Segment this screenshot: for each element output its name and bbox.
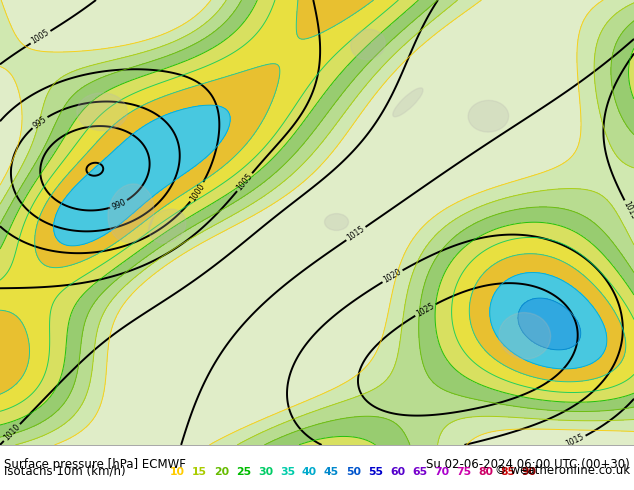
Text: 30: 30 — [258, 467, 273, 477]
Text: 1020: 1020 — [382, 268, 403, 285]
Text: 45: 45 — [324, 467, 339, 477]
Text: 40: 40 — [302, 467, 317, 477]
Text: 15: 15 — [192, 467, 207, 477]
Text: 1015: 1015 — [565, 433, 586, 449]
Text: 1015: 1015 — [346, 224, 366, 243]
Text: 55: 55 — [368, 467, 383, 477]
Ellipse shape — [149, 209, 186, 243]
Ellipse shape — [77, 93, 127, 131]
Text: 60: 60 — [390, 467, 405, 477]
Text: Surface pressure [hPa] ECMWF: Surface pressure [hPa] ECMWF — [4, 458, 186, 470]
Text: 25: 25 — [236, 467, 251, 477]
Text: 10: 10 — [170, 467, 185, 477]
Text: 90: 90 — [522, 467, 537, 477]
Text: 1010: 1010 — [2, 422, 22, 442]
Ellipse shape — [468, 100, 508, 132]
Text: Isotachs 10m (km/h): Isotachs 10m (km/h) — [4, 465, 126, 477]
Ellipse shape — [108, 184, 154, 243]
Text: 990: 990 — [110, 197, 127, 212]
Text: 75: 75 — [456, 467, 471, 477]
Text: 1005: 1005 — [235, 172, 254, 193]
Text: 1000: 1000 — [188, 181, 206, 203]
Text: 80: 80 — [478, 467, 493, 477]
Text: 35: 35 — [280, 467, 295, 477]
Text: 20: 20 — [214, 467, 229, 477]
Text: 70: 70 — [434, 467, 449, 477]
Text: 50: 50 — [346, 467, 361, 477]
Ellipse shape — [393, 88, 423, 117]
Ellipse shape — [351, 29, 385, 59]
Text: 1005: 1005 — [30, 28, 51, 46]
Text: 1015: 1015 — [621, 200, 634, 221]
Text: 85: 85 — [500, 467, 515, 477]
Ellipse shape — [325, 214, 349, 230]
Text: © weatheronline.co.uk: © weatheronline.co.uk — [495, 465, 630, 477]
Text: 1025: 1025 — [415, 301, 436, 319]
Text: 65: 65 — [412, 467, 427, 477]
Ellipse shape — [499, 313, 550, 359]
Text: Su 02-06-2024 06:00 UTC (00+30): Su 02-06-2024 06:00 UTC (00+30) — [426, 458, 630, 470]
Text: 995: 995 — [31, 114, 48, 130]
